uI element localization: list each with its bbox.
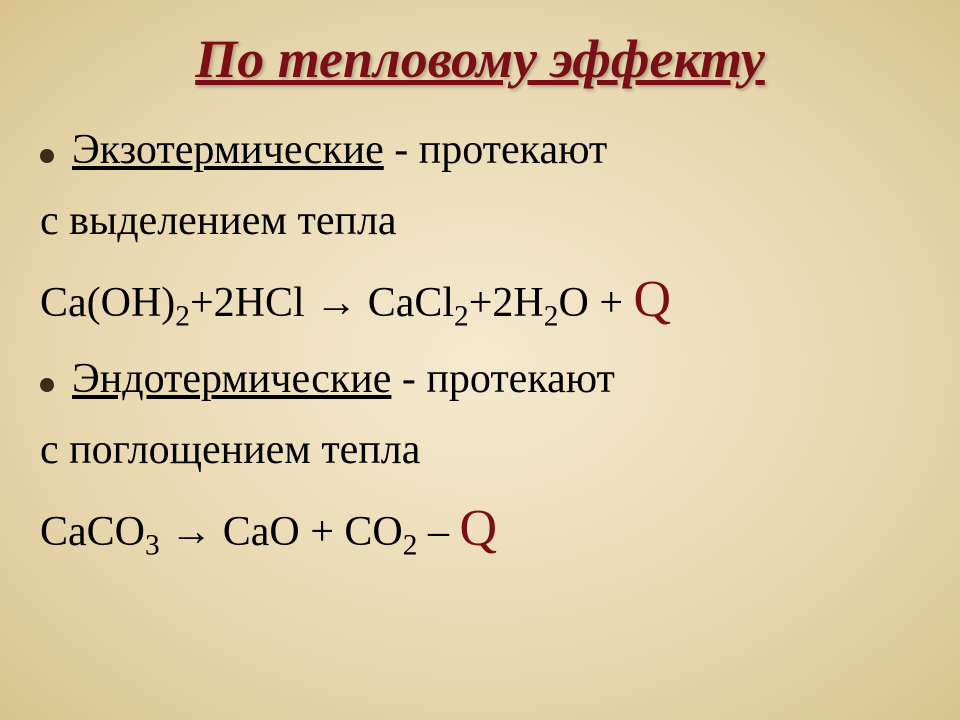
list-item: Экзотермические - протекают <box>40 118 920 189</box>
slide-title: По тепловому эффекту <box>40 28 920 90</box>
eq-sub: 2 <box>403 529 418 561</box>
eq-sub: 2 <box>454 301 469 333</box>
continuation-line: с поглощением тепла <box>40 418 920 483</box>
eq-sub: 2 <box>544 301 559 333</box>
eq-part <box>160 509 171 555</box>
arrow-icon: → <box>315 278 357 325</box>
eq-part: CaCO <box>40 509 145 555</box>
term: Экзотермические <box>72 127 384 173</box>
eq-part: CaCl <box>357 280 454 326</box>
q-symbol: Q <box>459 500 497 557</box>
bullet-icon <box>40 149 54 163</box>
slide: По тепловому эффекту Экзотермические - п… <box>0 0 960 720</box>
eq-part: +2H <box>469 280 544 326</box>
term-rest: - протекают <box>384 127 608 173</box>
arrow-icon: → <box>170 507 212 554</box>
list-item: Эндотермические - протекают <box>40 347 920 418</box>
term-line: Экзотермические - протекают <box>72 118 607 183</box>
eq-part: O + <box>558 280 633 326</box>
q-symbol: Q <box>634 271 672 328</box>
equation-line: CaCO3 → CaO + CO2 – Q <box>40 489 920 570</box>
eq-part: +2HCl <box>190 280 315 326</box>
eq-sub: 3 <box>145 529 160 561</box>
content-block: Экзотермические - протекают с выделением… <box>40 118 920 570</box>
term-rest: - протекают <box>391 356 615 402</box>
bullet-icon <box>40 378 54 392</box>
continuation-line: с выделением тепла <box>40 189 920 254</box>
equation-line: Ca(OH)2+2HCl → CaCl2+2H2O + Q <box>40 260 920 341</box>
term: Эндотермические <box>72 356 391 402</box>
eq-part: CaO + CO <box>212 509 403 555</box>
eq-part: – <box>417 509 459 555</box>
term-line: Эндотермические - протекают <box>72 347 615 412</box>
eq-part: Ca(OH) <box>40 280 175 326</box>
eq-sub: 2 <box>175 301 190 333</box>
